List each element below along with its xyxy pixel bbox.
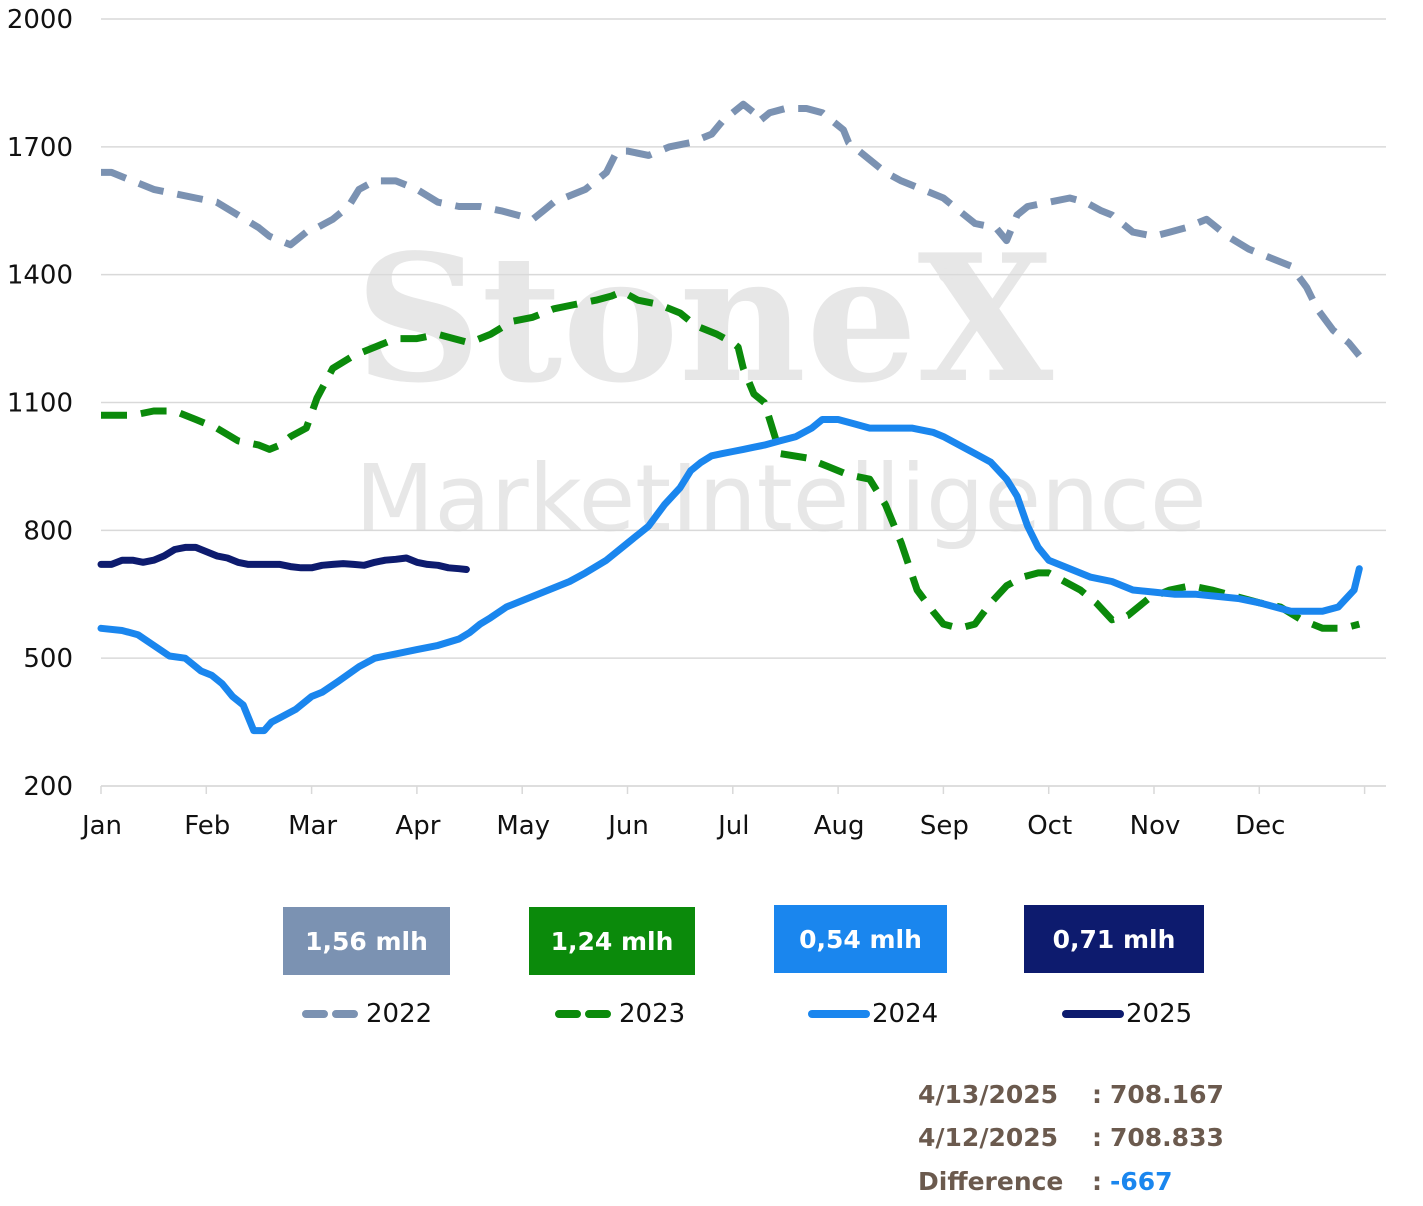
info-value-difference: -667 <box>1110 1167 1173 1196</box>
y-tick-label: 500 <box>23 644 73 674</box>
legend-label-2023: 2023 <box>619 999 686 1029</box>
badge-2025: 0,71 mlh <box>1024 905 1204 973</box>
x-tick-label: Feb <box>184 811 230 841</box>
info-label: Difference <box>918 1167 1064 1196</box>
gridlines <box>101 18 1386 787</box>
x-tick-label: Mar <box>288 811 337 841</box>
x-tick-label: Jan <box>80 811 122 841</box>
series-line-2023 <box>101 288 1361 632</box>
series-line-2024 <box>97 416 1363 735</box>
badge-2023: 1,24 mlh <box>529 907 695 975</box>
series-lines <box>97 100 1363 735</box>
info-label: 4/13/2025 <box>918 1080 1059 1109</box>
x-tick-label: Sep <box>920 811 969 841</box>
watermark-brand: StoneX <box>355 217 1054 422</box>
legend-item-2024: 2024 <box>808 996 938 1032</box>
legend-label-2025: 2025 <box>1126 999 1193 1029</box>
legend-swatch-2023 <box>555 1010 617 1018</box>
badge-2022: 1,56 mlh <box>283 907 450 975</box>
x-tick-label: Aug <box>814 811 865 841</box>
series-line-2022 <box>101 100 1363 358</box>
y-tick-label: 2000 <box>7 5 73 35</box>
chart-area: StoneX ® MarketIntelligence 200 500 800 110… <box>7 5 1386 841</box>
legend-swatch-2025 <box>1062 1010 1124 1018</box>
legend-label-2022: 2022 <box>366 999 433 1029</box>
badge-2024: 0,54 mlh <box>774 905 947 973</box>
y-tick-label: 800 <box>23 516 73 546</box>
series-line-2025 <box>97 543 470 573</box>
x-tick-label: Dec <box>1235 811 1285 841</box>
info-value: 708.167 <box>1110 1080 1224 1109</box>
watermark: StoneX ® MarketIntelligence <box>355 217 1207 552</box>
legend-swatch-2024 <box>808 1010 870 1018</box>
y-tick-label: 1100 <box>7 389 73 419</box>
info-value: 708.833 <box>1110 1123 1224 1152</box>
x-tick-label: Jun <box>606 811 649 841</box>
watermark-tagline: MarketIntelligence <box>355 445 1207 552</box>
legend-swatch-2022 <box>302 1010 364 1018</box>
x-tick-label: Oct <box>1027 811 1072 841</box>
x-axis: Jan Feb Mar Apr May Jun Jul Aug Sep Oct Nov Dec <box>80 785 1386 841</box>
legend-item-2023: 2023 <box>555 996 685 1032</box>
y-tick-label: 1700 <box>7 133 73 163</box>
info-label: 4/12/2025 <box>918 1123 1059 1152</box>
info-colon: : <box>1092 1123 1102 1152</box>
x-tick-label: Nov <box>1130 811 1181 841</box>
info-colon: : <box>1092 1167 1102 1196</box>
x-tick-label: Jul <box>716 811 749 841</box>
y-tick-label: 200 <box>23 772 73 802</box>
info-colon: : <box>1092 1080 1102 1109</box>
legend-item-2025: 2025 <box>1062 996 1192 1032</box>
x-tick-label: May <box>496 811 550 841</box>
y-tick-label: 1400 <box>7 261 73 291</box>
legend-item-2022: 2022 <box>302 996 432 1032</box>
legend-label-2024: 2024 <box>872 999 939 1029</box>
y-axis: 200 500 800 1100 1400 1700 2000 <box>7 5 73 802</box>
x-tick-label: Apr <box>395 811 440 841</box>
